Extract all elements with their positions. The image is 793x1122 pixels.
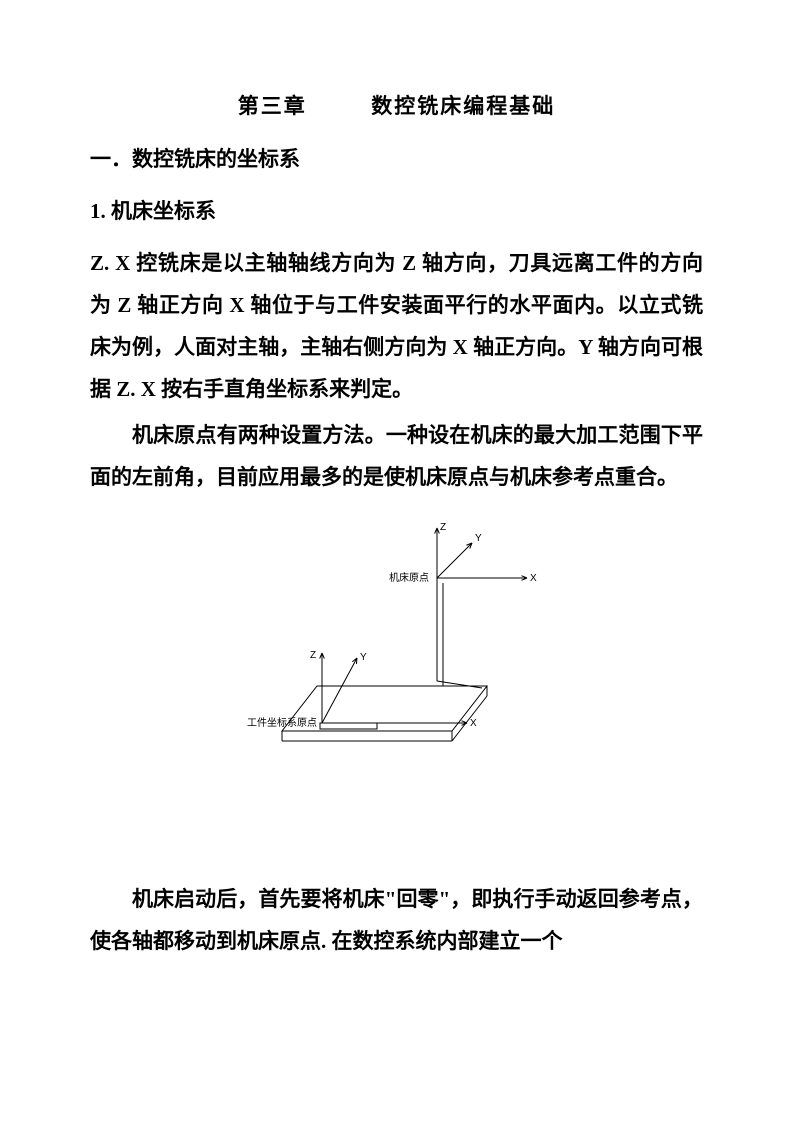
svg-text:X: X (530, 573, 537, 584)
svg-text:机床原点: 机床原点 (389, 571, 429, 584)
subsection-1-1-heading: 1. 机床坐标系 (90, 190, 703, 232)
svg-text:Y: Y (475, 533, 482, 544)
chapter-prefix: 第三章 (238, 94, 307, 118)
paragraph-2: 机床原点有两种设置方法。一种设在机床的最大加工范围下平面的左前角，目前应用最多的… (90, 414, 703, 498)
paragraph-3: 机床启动后，首先要将机床"回零"，即执行手动返回参考点，使各轴都移动到机床原点.… (90, 878, 703, 962)
chapter-title: 第三章 数控铣床编程基础 (90, 90, 703, 120)
coordinate-diagram: Z Y X 机床原点 Z Y X 工件坐标系原点 (90, 518, 703, 798)
chapter-name: 数控铣床编程基础 (371, 94, 555, 118)
svg-text:Z: Z (310, 650, 316, 661)
section-1-heading: 一．数控铣床的坐标系 (90, 138, 703, 180)
svg-text:工件坐标系原点: 工件坐标系原点 (247, 717, 317, 729)
svg-text:Z: Z (440, 522, 446, 533)
svg-text:X: X (470, 718, 477, 729)
paragraph-1: Z. X 控铣床是以主轴轴线方向为 Z 轴方向，刀具远离工件的方向为 Z 轴正方… (90, 242, 703, 410)
svg-text:Y: Y (360, 652, 367, 663)
coordinate-svg: Z Y X 机床原点 Z Y X 工件坐标系原点 (227, 518, 567, 798)
